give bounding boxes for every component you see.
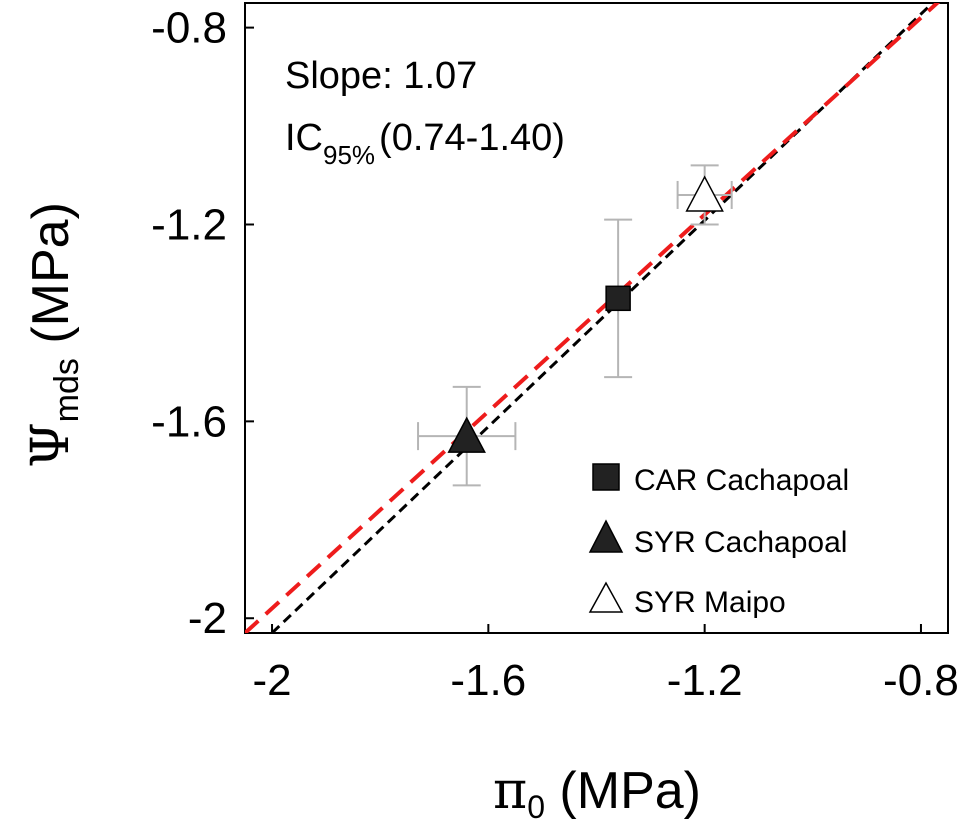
legend-marker-car-cachapoal bbox=[592, 463, 620, 491]
y-tick-label: -0.8 bbox=[151, 4, 227, 53]
y-axis-units: (MPa) bbox=[22, 202, 80, 358]
y-axis-subscript: mds bbox=[48, 358, 86, 422]
x-axis-units: (MPa) bbox=[545, 762, 701, 820]
y-tick-label: -1.2 bbox=[151, 200, 227, 249]
y-tick-label: -2 bbox=[188, 594, 227, 643]
legend-marker-syr-cachapoal bbox=[588, 519, 624, 553]
x-axis-symbol: π bbox=[493, 761, 527, 821]
legend-label-car-cachapoal: CAR Cachapoal bbox=[634, 464, 849, 497]
legend-label-syr-cachapoal: SYR Cachapoal bbox=[634, 526, 847, 559]
point-syr-maipo bbox=[685, 175, 724, 212]
x-tick-label: -2 bbox=[252, 656, 291, 705]
slope-annotation: Slope: 1.07 bbox=[285, 55, 477, 97]
x-tick-label: -1.2 bbox=[667, 656, 743, 705]
point-car-cachapoal bbox=[605, 285, 631, 312]
ci-prefix: IC bbox=[285, 117, 323, 159]
y-axis-title: Ψmds (MPa) bbox=[21, 202, 86, 468]
ci-range: (0.74-1.40) bbox=[379, 117, 565, 159]
point-syr-cachapoal bbox=[447, 416, 486, 453]
ci-annotation: IC95% (0.74-1.40) bbox=[285, 117, 565, 170]
one-to-one-line bbox=[245, 3, 941, 633]
legend-marker-syr-maipo bbox=[588, 581, 624, 613]
x-tick-label: -0.8 bbox=[883, 656, 959, 705]
annotation: Slope: 1.07 IC95% (0.74-1.40) bbox=[285, 55, 565, 170]
legend: CAR Cachapoal SYR Cachapoal SYR Maipo bbox=[588, 463, 849, 619]
x-tick-label: -1.6 bbox=[450, 656, 526, 705]
y-axis-symbol: Ψ bbox=[21, 422, 81, 468]
plot-frame bbox=[244, 2, 949, 634]
legend-label-syr-maipo: SYR Maipo bbox=[634, 586, 786, 619]
x-axis-subscript: 0 bbox=[527, 789, 545, 825]
y-tick-label: -1.6 bbox=[151, 397, 227, 446]
ci-subscript: 95% bbox=[323, 140, 375, 170]
x-axis-title: π0 (MPa) bbox=[493, 761, 701, 825]
